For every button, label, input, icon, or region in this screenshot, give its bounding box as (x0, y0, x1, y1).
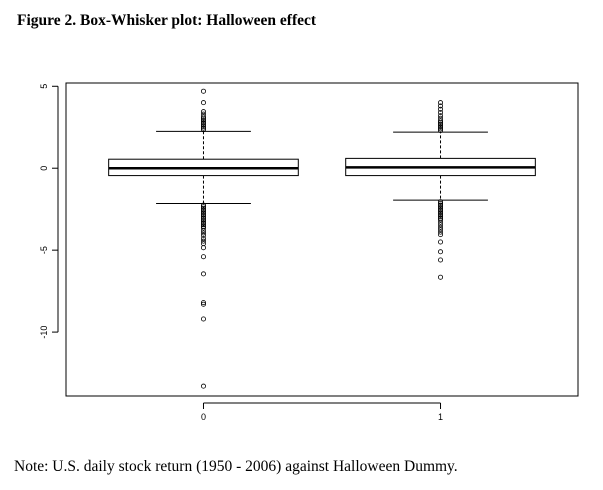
outlier-point (200, 123, 206, 129)
outlier-point (438, 207, 444, 213)
outlier-point (200, 119, 206, 125)
outlier-point (438, 204, 444, 210)
outlier-point (438, 106, 444, 112)
y-tick-label: -10 (39, 326, 49, 339)
outlier-point (200, 122, 206, 128)
outlier-point (200, 271, 206, 277)
outlier-point (200, 232, 206, 238)
outlier-point (200, 111, 206, 117)
outlier-point (438, 219, 444, 225)
outlier-point (438, 128, 444, 134)
outlier-point (438, 200, 444, 206)
x-tick-label: 0 (201, 412, 206, 422)
outlier-point (200, 212, 206, 218)
outlier-point (438, 118, 444, 124)
outlier-point (438, 103, 444, 109)
outlier-point (438, 202, 444, 208)
outlier-point (200, 88, 206, 94)
y-axis: 5 0 -5 -10 (39, 84, 59, 339)
outlier-point (200, 207, 206, 213)
outlier-point (438, 212, 444, 218)
outlier-point (438, 229, 444, 235)
outlier-point (200, 214, 206, 220)
plot-frame (65, 82, 579, 397)
outlier-point (200, 120, 206, 126)
outlier-point (200, 217, 206, 223)
outlier-point (200, 109, 206, 115)
outlier-point (438, 217, 444, 223)
outlier-point (438, 227, 444, 233)
outlier-point (200, 202, 206, 208)
outlier-point (200, 117, 206, 123)
outlier-point (200, 225, 206, 231)
outlier-point (438, 124, 444, 130)
y-tick-label: -5 (39, 246, 49, 254)
outlier-point (200, 300, 206, 306)
x-tick-label: 1 (438, 412, 443, 422)
figure-title: Figure 2. Box-Whisker plot: Halloween ef… (17, 12, 317, 29)
outlier-point (200, 204, 206, 210)
y-tick-label: 5 (39, 84, 49, 89)
outlier-point (438, 126, 444, 132)
outlier-point (438, 109, 444, 115)
outlier-point (438, 222, 444, 228)
outlier-point (200, 218, 206, 224)
outlier-point (200, 125, 206, 131)
y-tick-label: 0 (39, 166, 49, 171)
outlier-point (200, 301, 206, 307)
outlier-point (200, 238, 206, 244)
outlier-point (438, 205, 444, 211)
figure-note: Note: U.S. daily stock return (1950 - 20… (14, 458, 458, 475)
outlier-point (438, 274, 444, 280)
outlier-point (438, 214, 444, 220)
outlier-point (438, 239, 444, 245)
outlier-point (200, 383, 206, 389)
outlier-point (200, 220, 206, 226)
box-group-1 (345, 100, 536, 280)
outlier-point (438, 121, 444, 127)
outlier-point (200, 127, 206, 133)
outlier-point (200, 236, 206, 242)
outlier-point (200, 230, 206, 236)
outlier-point (200, 222, 206, 228)
outlier-point (200, 210, 206, 216)
boxes-layer (108, 88, 536, 389)
outlier-point (438, 123, 444, 129)
outlier-point (438, 257, 444, 263)
outlier-point (438, 209, 444, 215)
outlier-point (200, 205, 206, 211)
outlier-point (200, 100, 206, 106)
outlier-point (438, 210, 444, 216)
outlier-point (438, 115, 444, 121)
outlier-point (200, 209, 206, 215)
outlier-point (438, 224, 444, 230)
outlier-point (438, 199, 444, 205)
box-group-0 (108, 88, 299, 389)
outlier-point (200, 114, 206, 120)
outlier-point (438, 113, 444, 119)
outlier-point (200, 215, 206, 221)
outlier-point (200, 316, 206, 322)
outlier-point (200, 254, 206, 260)
outlier-point (438, 232, 444, 238)
outlier-point (438, 249, 444, 255)
outlier-point (200, 245, 206, 251)
outlier-point (200, 227, 206, 233)
outlier-point (438, 100, 444, 106)
